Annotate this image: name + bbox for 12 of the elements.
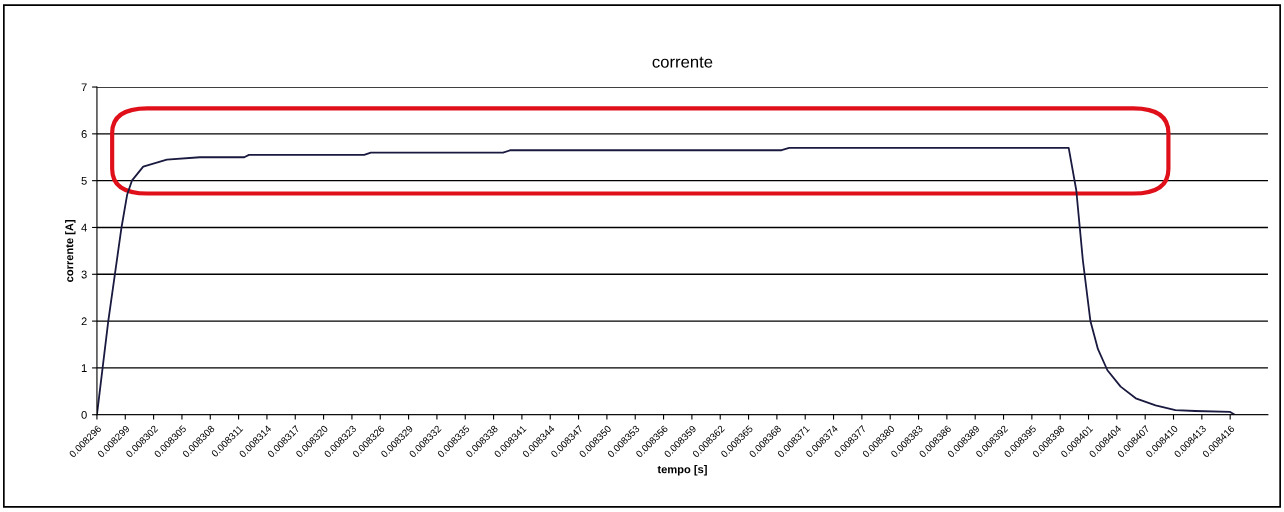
y-tick-label: 5 [81,177,87,185]
y-tick-label: 3 [81,270,87,279]
y-tick-label: 7 [81,83,87,92]
y-axis-title: corrente [A] [65,220,76,282]
y-tick-label: 0 [81,410,87,419]
y-tick-label: 1 [81,364,87,372]
y-tick-label: 4 [81,223,87,232]
chart-title: corrente [652,56,713,68]
y-tick-label: 6 [81,130,87,138]
x-axis-title: tempo [s] [657,465,707,476]
line-series [96,146,1236,415]
y-tick-label: 2 [81,317,87,326]
